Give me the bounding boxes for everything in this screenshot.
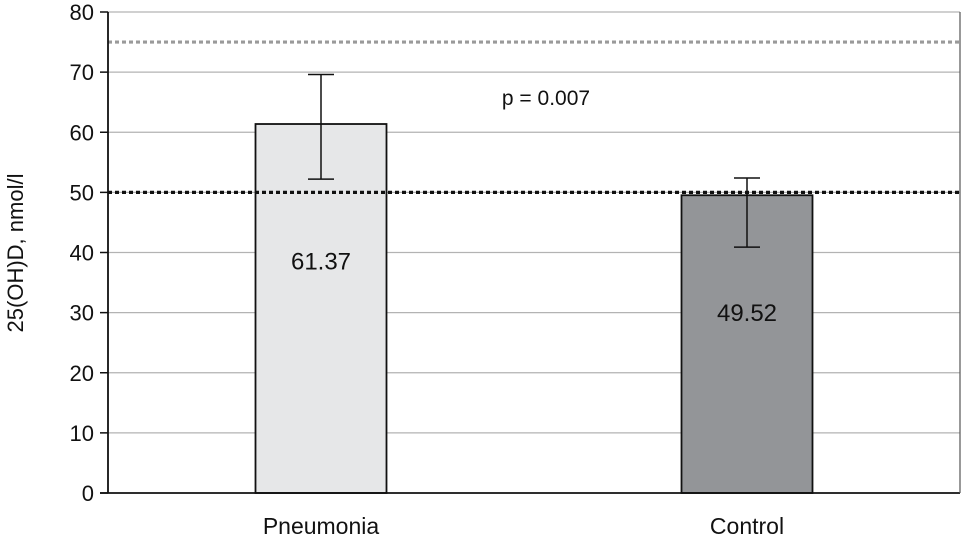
y-tick-label: 70 <box>70 60 94 85</box>
data-label: 61.37 <box>291 249 351 276</box>
y-tick-label: 50 <box>70 180 94 205</box>
reference-lines <box>108 40 960 194</box>
x-tick-label: Control <box>710 513 784 539</box>
y-tick-label: 30 <box>70 301 94 326</box>
y-tick-label: 40 <box>70 241 94 266</box>
y-tick-label: 0 <box>82 481 94 506</box>
data-label: 49.52 <box>717 300 777 327</box>
y-axis-label: 25(OH)D, nmol/l <box>3 174 28 333</box>
error-bars <box>308 73 760 248</box>
gridlines <box>108 11 960 434</box>
y-tick-label: 10 <box>70 421 94 446</box>
bar-pneumonia <box>254 123 388 494</box>
x-tick-label: Pneumonia <box>263 513 380 539</box>
p-value-annotation: p = 0.007 <box>502 87 590 110</box>
y-tick-label: 80 <box>70 0 94 25</box>
y-tick-label: 60 <box>70 120 94 145</box>
axes <box>100 11 961 494</box>
labels: 0 10 20 30 40 50 60 70 80 Pneumonia Control 61.37 49… <box>70 0 785 539</box>
y-tick-label: 20 <box>70 361 94 386</box>
